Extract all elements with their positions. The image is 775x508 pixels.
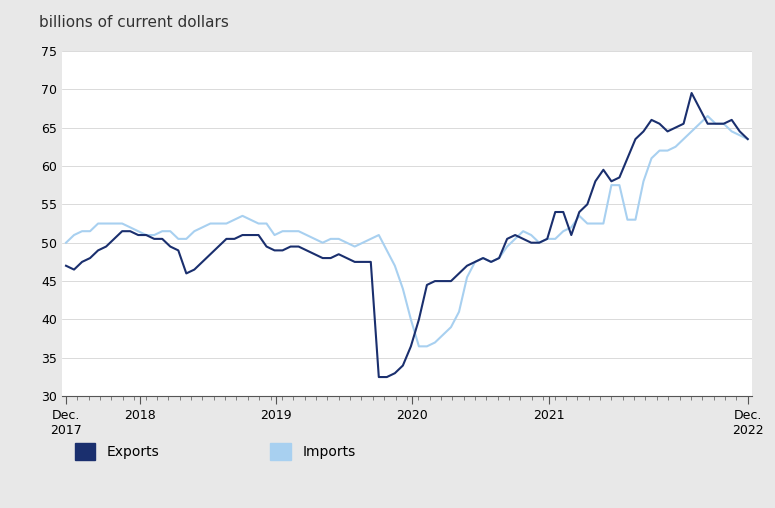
Legend: Exports, Imports: Exports, Imports [69,437,361,465]
Text: billions of current dollars: billions of current dollars [39,15,229,30]
